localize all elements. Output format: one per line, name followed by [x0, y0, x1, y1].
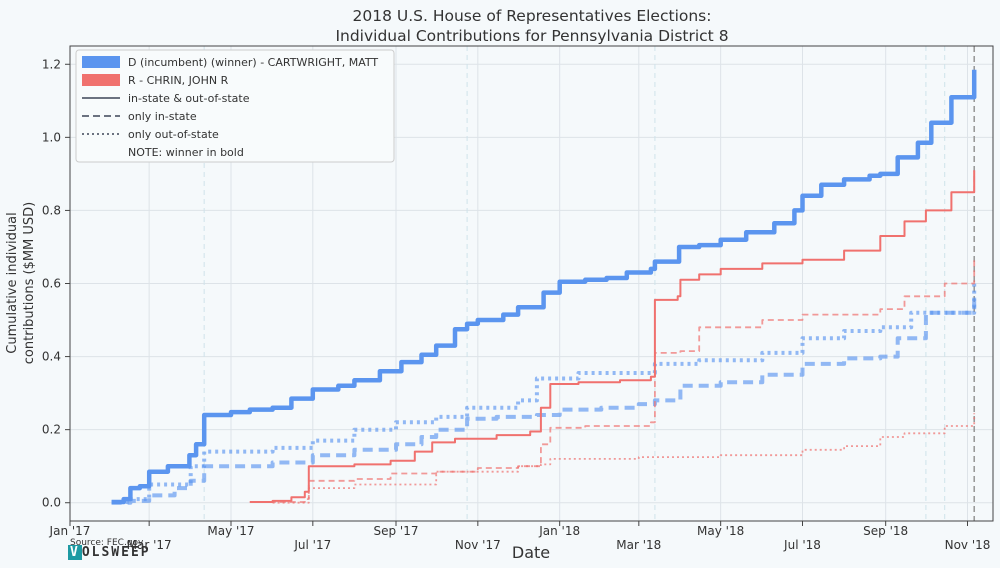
x-tick-label-0: Jan '17: [49, 524, 91, 538]
x-tick-label-3: Jul '17: [293, 538, 331, 552]
series-line-dem-solid: [111, 69, 977, 505]
brand-logo: V OLSWEEP: [68, 545, 151, 560]
y-tick-label-4: 0.8: [42, 203, 61, 217]
brand-logo-rest: OLSWEEP: [81, 545, 151, 560]
legend-label-dashed: only in-state: [128, 110, 197, 123]
y-tick-label-3: 0.6: [42, 277, 61, 291]
legend-note: NOTE: winner in bold: [128, 146, 244, 159]
series-line-dem-dashed: [111, 294, 977, 505]
x-tick-label-9: Jul '18: [783, 538, 821, 552]
legend-box: [75, 49, 395, 163]
x-tick-label-2: May '17: [207, 524, 254, 538]
y-tick-label-5: 1.0: [42, 130, 61, 144]
series-line-rep-dashed: [249, 259, 976, 503]
x-tick-label-5: Nov '17: [455, 538, 501, 552]
y-tick-label-6: 1.2: [42, 57, 61, 71]
legend-label-dem: D (incumbent) (winner) - CARTWRIGHT, MAT…: [128, 56, 378, 69]
y-tick-label-1: 0.2: [42, 423, 61, 437]
x-tick-label-8: May '18: [697, 524, 744, 538]
series-lines: [111, 69, 977, 505]
brand-logo-initial: V: [68, 545, 82, 560]
y-tick-label-0: 0.0: [42, 496, 61, 510]
x-tick-label-10: Sep '18: [863, 524, 908, 538]
x-tick-label-7: Mar '18: [616, 538, 661, 552]
legend-swatch-dem: [82, 56, 120, 68]
x-axis-label: Date: [512, 543, 550, 562]
chart-title-line2: Individual Contributions for Pennsylvani…: [335, 27, 728, 45]
legend: D (incumbent) (winner) - CARTWRIGHT, MAT…: [75, 49, 395, 163]
y-axis-label-line2: contributions ($MM USD): [22, 202, 37, 364]
x-axis-ticks: Jan '17 Mar '17 May '17 Jul '17 Sep '17 Nov '…: [49, 521, 991, 552]
legend-label-solid: in-state & out-of-state: [128, 92, 250, 105]
series-line-rep-dotted: [272, 413, 976, 504]
y-axis-ticks: 0.0 0.2 0.4 0.6 0.8 1.0 1.2: [42, 57, 70, 510]
x-tick-label-6: Jan '18: [538, 524, 580, 538]
legend-swatch-rep: [82, 74, 120, 86]
legend-label-rep: R - CHRIN, JOHN R: [128, 74, 229, 87]
legend-label-dotted: only out-of-state: [128, 128, 219, 141]
y-axis-label-line1: Cumulative individual: [5, 212, 20, 353]
source-text: Source: FEC.gov: [70, 538, 144, 548]
chart-title-line1: 2018 U.S. House of Representatives Elect…: [353, 7, 712, 25]
series-line-rep-solid: [249, 170, 976, 503]
x-tick-label-4: Sep '17: [374, 524, 419, 538]
x-tick-label-1: Mar '17: [127, 538, 172, 552]
x-tick-label-11: Nov '18: [945, 538, 991, 552]
y-tick-label-2: 0.4: [42, 350, 61, 364]
series-line-dem-dotted: [111, 283, 977, 504]
